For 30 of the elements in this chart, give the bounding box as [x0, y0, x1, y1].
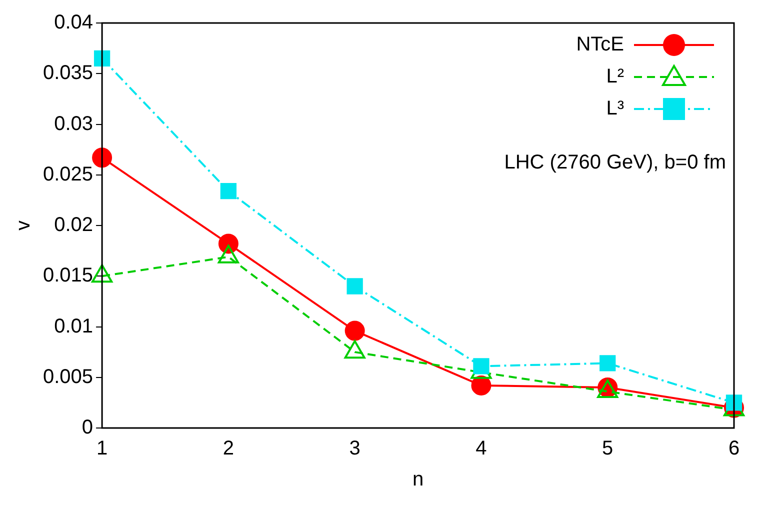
y-tick-label: 0.025 [42, 163, 94, 186]
x-tick-label: 2 [222, 438, 234, 460]
point [94, 50, 110, 67]
point [471, 375, 492, 396]
y-tick-label: 0.035 [42, 62, 94, 84]
y-tick-label: 0.005 [42, 366, 94, 388]
x-tick-label: 4 [476, 438, 487, 460]
y-tick-label: 0.01 [54, 315, 94, 338]
x-axis-title: n [412, 468, 424, 491]
x-tick-label: 3 [349, 438, 360, 460]
point [92, 148, 112, 168]
point [726, 394, 742, 411]
y-tick-label: 0.04 [54, 12, 94, 34]
x-tick-label: 6 [728, 438, 740, 460]
point [473, 358, 490, 374]
point [600, 355, 616, 372]
legend-label: L³ [606, 98, 624, 120]
legend-label: NTcE [576, 34, 624, 56]
x-tick-label: 1 [96, 438, 108, 460]
point [220, 183, 237, 200]
y-tick-label: 0.03 [54, 112, 94, 135]
y-tick-label: 0 [82, 416, 94, 439]
annotation: LHC (2760 GeV), b=0 fm [504, 152, 726, 174]
point [346, 278, 363, 294]
x-tick-label: 5 [602, 438, 614, 460]
point [344, 320, 365, 341]
y-tick-label: 0.02 [54, 214, 94, 236]
y-axis-title: v [12, 220, 35, 230]
legend-label: L² [606, 66, 624, 88]
y-tick-label: 0.015 [42, 264, 94, 287]
